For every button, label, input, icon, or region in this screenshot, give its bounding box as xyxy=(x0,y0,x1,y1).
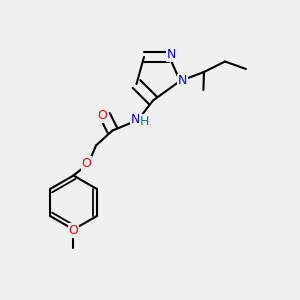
Text: O: O xyxy=(81,157,91,170)
Text: N: N xyxy=(178,74,187,88)
Text: H: H xyxy=(139,115,149,128)
Text: N: N xyxy=(166,48,176,61)
Text: O: O xyxy=(69,224,78,237)
Text: O: O xyxy=(98,109,107,122)
Text: N: N xyxy=(130,112,140,126)
